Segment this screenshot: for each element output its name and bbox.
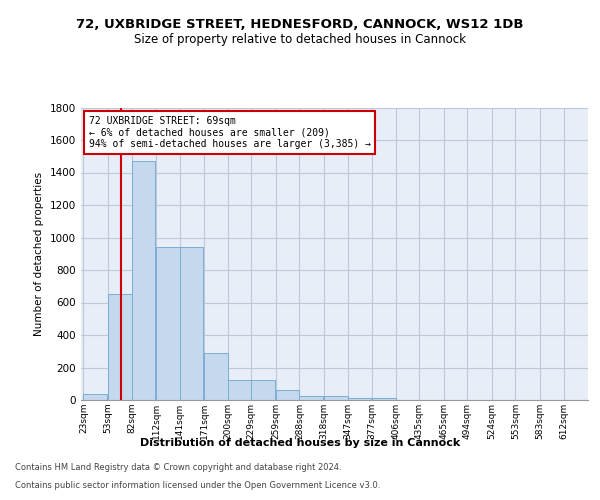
Text: 72 UXBRIDGE STREET: 69sqm
← 6% of detached houses are smaller (209)
94% of semi-: 72 UXBRIDGE STREET: 69sqm ← 6% of detach… <box>89 116 371 150</box>
Bar <box>156 248 179 400</box>
Text: Contains public sector information licensed under the Open Government Licence v3: Contains public sector information licen… <box>15 481 380 490</box>
Text: Distribution of detached houses by size in Cannock: Distribution of detached houses by size … <box>140 438 460 448</box>
Bar <box>347 398 371 400</box>
Y-axis label: Number of detached properties: Number of detached properties <box>34 172 44 336</box>
Bar <box>228 380 251 400</box>
Bar <box>276 390 299 400</box>
Bar <box>131 161 155 400</box>
Text: 72, UXBRIDGE STREET, HEDNESFORD, CANNOCK, WS12 1DB: 72, UXBRIDGE STREET, HEDNESFORD, CANNOCK… <box>76 18 524 30</box>
Bar <box>83 394 107 400</box>
Bar <box>108 294 131 400</box>
Bar <box>204 353 228 400</box>
Text: Contains HM Land Registry data © Crown copyright and database right 2024.: Contains HM Land Registry data © Crown c… <box>15 464 341 472</box>
Bar <box>179 248 203 400</box>
Bar <box>251 380 275 400</box>
Bar <box>324 396 347 400</box>
Text: Size of property relative to detached houses in Cannock: Size of property relative to detached ho… <box>134 32 466 46</box>
Bar <box>299 396 323 400</box>
Bar <box>372 398 395 400</box>
